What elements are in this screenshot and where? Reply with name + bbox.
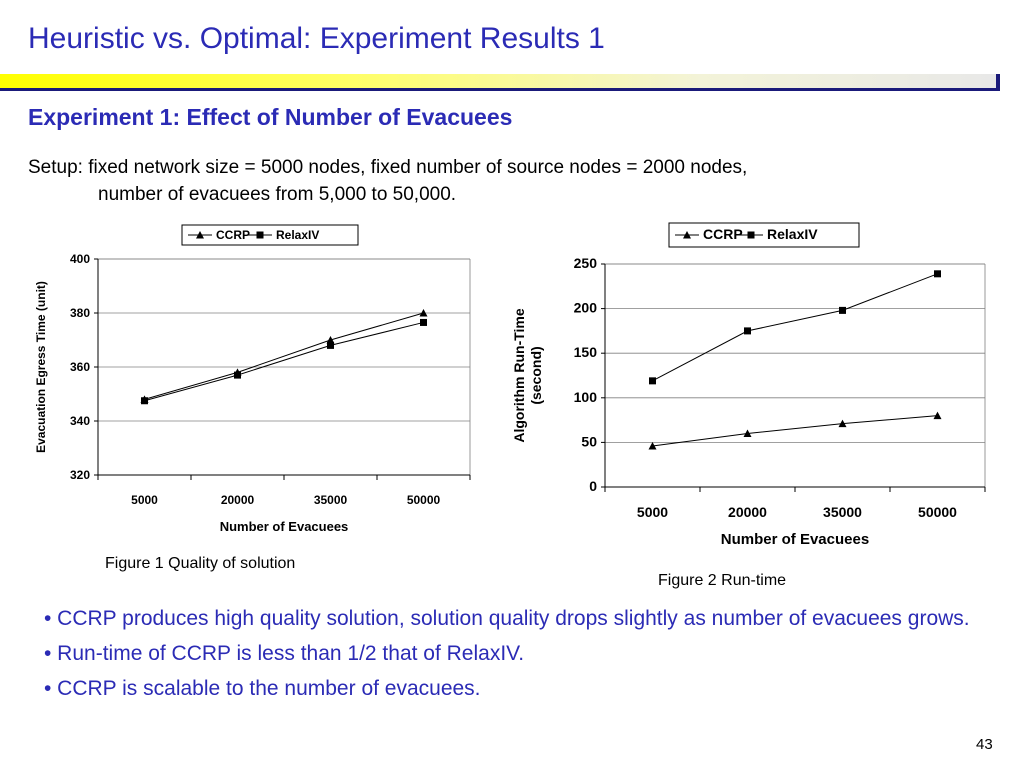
x-tick-label: 35000 [823, 504, 862, 520]
series-line-relaxiv [652, 273, 938, 382]
data-point-relaxiv [327, 341, 334, 349]
bullet-item: • Run-time of CCRP is less than 1/2 that… [44, 642, 525, 665]
figure1-caption: Figure 1 Quality of solution [105, 555, 296, 572]
x-tick-label: 5000 [637, 504, 668, 520]
data-point-relaxiv [420, 318, 427, 326]
bullet-list: • CCRP produces high quality solution, s… [44, 604, 984, 709]
section-subtitle: Experiment 1: Effect of Number of Evacue… [28, 104, 513, 130]
x-tick-label: 35000 [314, 493, 348, 507]
data-point-relaxiv [934, 270, 941, 278]
slide-title: Heuristic vs. Optimal: Experiment Result… [28, 22, 605, 55]
y-tick-label: 320 [70, 468, 90, 482]
bullet-item: • CCRP is scalable to the number of evac… [44, 677, 481, 700]
title-underline-rule [0, 88, 1000, 91]
figure2-caption: Figure 2 Run-time [658, 572, 787, 589]
title-underline-end-cap [996, 74, 1000, 91]
y-tick-label: 250 [574, 255, 598, 271]
x-axis-title: Number of Evacuees [220, 519, 349, 534]
series-line-ccrp [652, 415, 938, 447]
x-tick-label: 20000 [728, 504, 767, 520]
legend-label: CCRP [216, 228, 250, 242]
legend-label: CCRP [703, 226, 743, 242]
data-point-ccrp [743, 429, 752, 437]
legend-label: RelaxIV [767, 226, 818, 242]
series-line-relaxiv [144, 321, 424, 402]
y-tick-label: 360 [70, 360, 90, 374]
y-tick-label: 0 [589, 478, 597, 494]
y-tick-label: 380 [70, 306, 90, 320]
setup-description: Setup: fixed network size = 5000 nodes, … [28, 154, 747, 208]
data-point-relaxiv [839, 306, 846, 314]
page-number: 43 [976, 736, 993, 753]
data-point-relaxiv [141, 397, 148, 405]
data-point-ccrp [838, 419, 847, 428]
y-tick-label: 200 [574, 300, 598, 316]
bullet-item: • CCRP produces high quality solution, s… [44, 607, 970, 630]
x-tick-label: 5000 [131, 493, 158, 507]
x-tick-label: 20000 [221, 493, 255, 507]
y-tick-label: 150 [574, 344, 598, 360]
setup-line-1: Setup: fixed network size = 5000 nodes, … [28, 157, 748, 178]
legend-marker [256, 231, 264, 239]
y-tick-label: 50 [581, 433, 597, 449]
legend-box [668, 222, 860, 248]
x-axis-title: Number of Evacuees [721, 531, 869, 548]
x-tick-label: 50000 [918, 504, 957, 520]
chart-quality-of-solution: CCRP RelaxIV 320 340 360 380 400 5000 20000 35000… [34, 224, 471, 534]
chart-run-time: CCRP RelaxIV 0 50 100 150 200 250 5000 20000 35000… [511, 222, 986, 548]
x-tick-label: 50000 [407, 493, 441, 507]
data-point-ccrp [933, 411, 942, 420]
y-tick-label: 100 [574, 389, 598, 405]
legend-marker [747, 231, 755, 239]
data-point-relaxiv [744, 327, 751, 335]
y-axis-title: Algorithm Run-Time [511, 308, 527, 443]
data-point-relaxiv [234, 371, 241, 379]
data-point-ccrp [326, 336, 335, 344]
y-tick-label: 340 [70, 414, 90, 428]
legend-label: RelaxIV [276, 228, 319, 242]
legend-marker [196, 231, 204, 239]
data-point-ccrp [419, 309, 428, 317]
data-point-relaxiv [649, 377, 656, 385]
y-axis-title: Evacuation Egress Time (unit) [34, 281, 48, 453]
y-axis-title: (second) [528, 346, 544, 404]
series-line-ccrp [144, 312, 424, 400]
setup-line-2: number of evacuees from 5,000 to 50,000. [98, 184, 457, 205]
data-point-ccrp [648, 441, 657, 450]
y-tick-label: 400 [70, 252, 90, 266]
legend-marker [683, 231, 691, 239]
title-underline-bar [0, 74, 1000, 90]
